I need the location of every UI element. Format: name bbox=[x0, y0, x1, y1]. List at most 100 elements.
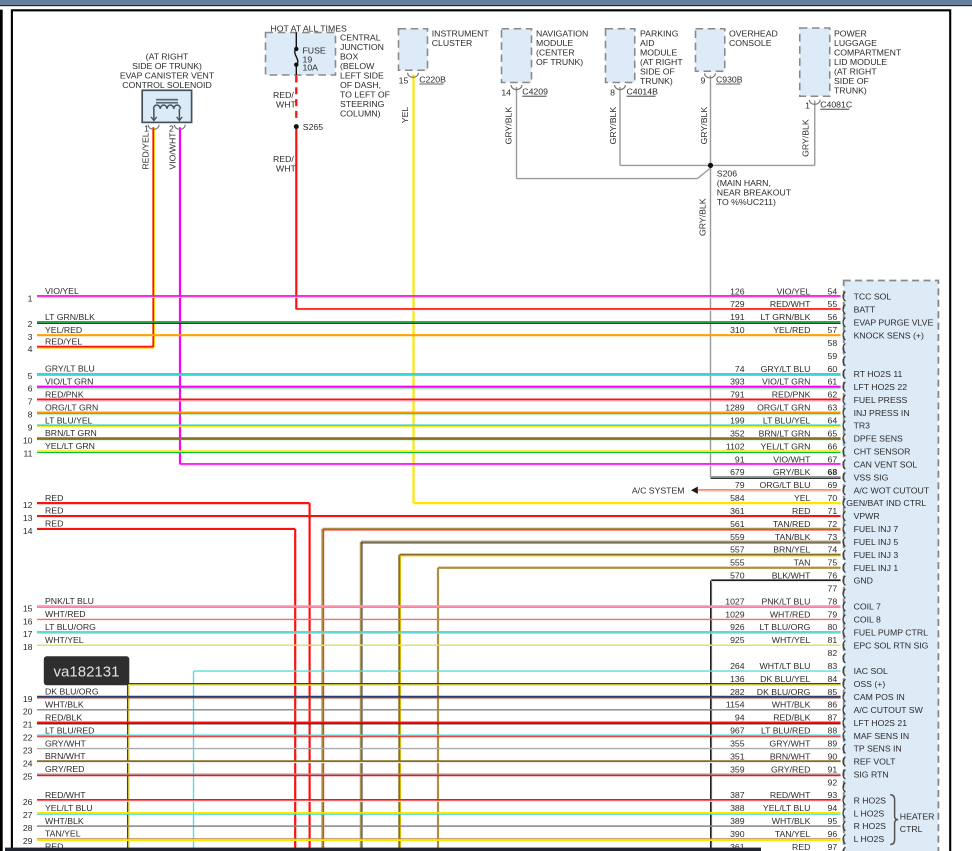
svg-text:WHT: WHT bbox=[276, 100, 296, 110]
svg-text:28: 28 bbox=[23, 823, 33, 833]
svg-text:LUGGAGE: LUGGAGE bbox=[834, 38, 877, 48]
svg-text:10: 10 bbox=[23, 435, 33, 445]
svg-text:COLUMN): COLUMN) bbox=[340, 109, 381, 119]
svg-text:310: 310 bbox=[730, 325, 745, 335]
svg-text:86: 86 bbox=[828, 700, 838, 710]
svg-text:VIO/YEL: VIO/YEL bbox=[45, 286, 79, 296]
svg-text:97: 97 bbox=[828, 842, 838, 851]
svg-text:VPWR: VPWR bbox=[854, 511, 880, 521]
svg-text:R HO2S: R HO2S bbox=[854, 795, 887, 805]
svg-text:23: 23 bbox=[23, 746, 33, 756]
svg-text:7: 7 bbox=[28, 397, 33, 407]
svg-text:A/C CUTOUT SW: A/C CUTOUT SW bbox=[854, 705, 924, 715]
svg-text:GRY/LT BLU: GRY/LT BLU bbox=[761, 364, 811, 374]
svg-text:TAN/YEL: TAN/YEL bbox=[775, 829, 811, 839]
svg-text:387: 387 bbox=[730, 790, 745, 800]
svg-text:CHT SENSOR: CHT SENSOR bbox=[854, 447, 911, 457]
svg-text:27: 27 bbox=[23, 810, 33, 820]
svg-text:355: 355 bbox=[730, 739, 745, 749]
svg-text:COIL 8: COIL 8 bbox=[854, 615, 881, 625]
svg-text:RED/: RED/ bbox=[273, 154, 294, 164]
svg-text:74: 74 bbox=[828, 545, 838, 555]
svg-text:8: 8 bbox=[28, 410, 33, 420]
svg-text:352: 352 bbox=[730, 428, 745, 438]
svg-text:COMPARTMENT: COMPARTMENT bbox=[834, 47, 902, 57]
svg-text:KNOCK SENS (+): KNOCK SENS (+) bbox=[854, 330, 924, 340]
svg-text:389: 389 bbox=[730, 816, 745, 826]
svg-text:(AT RIGHT: (AT RIGHT bbox=[640, 57, 683, 67]
svg-text:390: 390 bbox=[730, 829, 745, 839]
svg-text:GRY/BLK: GRY/BLK bbox=[503, 107, 513, 145]
svg-text:81: 81 bbox=[828, 635, 838, 645]
svg-text:1027: 1027 bbox=[725, 596, 744, 606]
svg-text:L HO2S: L HO2S bbox=[854, 808, 885, 818]
svg-text:(BELOW: (BELOW bbox=[340, 61, 375, 71]
svg-text:RED/PNK: RED/PNK bbox=[45, 389, 84, 399]
svg-text:REF VOLT: REF VOLT bbox=[854, 757, 897, 767]
svg-text:CTRL: CTRL bbox=[900, 824, 923, 834]
svg-text:59: 59 bbox=[828, 351, 838, 361]
svg-text:RED/WHT: RED/WHT bbox=[770, 299, 811, 309]
svg-text:WHT/RED: WHT/RED bbox=[45, 609, 86, 619]
svg-text:C4081C: C4081C bbox=[820, 100, 852, 110]
svg-text:6: 6 bbox=[28, 384, 33, 394]
svg-text:126: 126 bbox=[730, 286, 745, 296]
svg-text:VIO/WHT: VIO/WHT bbox=[773, 454, 811, 464]
svg-text:LEFT SIDE: LEFT SIDE bbox=[340, 71, 384, 81]
svg-text:90: 90 bbox=[828, 751, 838, 761]
svg-text:10A: 10A bbox=[303, 63, 319, 73]
svg-text:25: 25 bbox=[23, 771, 33, 781]
svg-text:15: 15 bbox=[399, 75, 409, 85]
svg-text:925: 925 bbox=[730, 635, 745, 645]
svg-text:95: 95 bbox=[828, 816, 838, 826]
svg-text:(AT RIGHT: (AT RIGHT bbox=[146, 51, 189, 61]
svg-text:74: 74 bbox=[735, 364, 745, 374]
svg-text:2: 2 bbox=[169, 124, 174, 134]
svg-text:TRUNK): TRUNK) bbox=[640, 76, 673, 86]
svg-text:RED/BLK: RED/BLK bbox=[773, 713, 810, 723]
svg-text:19: 19 bbox=[23, 694, 33, 704]
svg-text:729: 729 bbox=[730, 299, 745, 309]
svg-text:TCC SOL: TCC SOL bbox=[854, 292, 892, 302]
svg-text:FUEL INJ 1: FUEL INJ 1 bbox=[854, 563, 899, 573]
svg-text:va182131: va182131 bbox=[54, 663, 120, 680]
svg-text:L HO2S: L HO2S bbox=[854, 834, 885, 844]
svg-text:GRY/BLK: GRY/BLK bbox=[773, 467, 811, 477]
svg-text:65: 65 bbox=[828, 428, 838, 438]
svg-text:YEL: YEL bbox=[794, 493, 811, 503]
svg-text:C4209: C4209 bbox=[522, 87, 548, 97]
svg-text:56: 56 bbox=[828, 312, 838, 322]
svg-text:91: 91 bbox=[828, 764, 838, 774]
svg-text:EVAP CANISTER VENT: EVAP CANISTER VENT bbox=[120, 70, 215, 80]
svg-text:A/C WOT CUTOUT: A/C WOT CUTOUT bbox=[854, 485, 930, 495]
svg-text:FUEL INJ 3: FUEL INJ 3 bbox=[854, 550, 899, 560]
svg-text:WHT/YEL: WHT/YEL bbox=[772, 635, 811, 645]
svg-text:1289: 1289 bbox=[725, 403, 744, 413]
svg-text:RED/PNK: RED/PNK bbox=[772, 390, 811, 400]
svg-text:LT BLU/YEL: LT BLU/YEL bbox=[763, 416, 811, 426]
svg-text:TAN/YEL: TAN/YEL bbox=[45, 829, 81, 839]
svg-text:WHT/RED: WHT/RED bbox=[770, 609, 811, 619]
svg-text:69: 69 bbox=[828, 480, 838, 490]
svg-text:89: 89 bbox=[828, 739, 838, 749]
svg-text:20: 20 bbox=[23, 707, 33, 717]
svg-text:RED: RED bbox=[45, 519, 63, 529]
svg-text:LID MODULE: LID MODULE bbox=[834, 57, 887, 67]
svg-text:1: 1 bbox=[28, 293, 33, 303]
svg-text:5: 5 bbox=[28, 371, 33, 381]
svg-text:54: 54 bbox=[828, 286, 838, 296]
svg-text:11: 11 bbox=[23, 448, 32, 458]
svg-text:DK BLU/YEL: DK BLU/YEL bbox=[760, 674, 810, 684]
svg-text:BRN/WHT: BRN/WHT bbox=[770, 751, 811, 761]
svg-text:YEL/LT BLU: YEL/LT BLU bbox=[763, 803, 810, 813]
svg-text:A/C SYSTEM: A/C SYSTEM bbox=[632, 486, 685, 496]
svg-text:70: 70 bbox=[828, 493, 838, 503]
svg-text:FUSE: FUSE bbox=[303, 46, 326, 56]
svg-text:60: 60 bbox=[828, 364, 838, 374]
svg-text:64: 64 bbox=[828, 416, 838, 426]
svg-text:967: 967 bbox=[730, 726, 745, 736]
svg-text:94: 94 bbox=[735, 713, 745, 723]
svg-text:282: 282 bbox=[730, 687, 745, 697]
svg-text:TO LEFT OF: TO LEFT OF bbox=[340, 90, 390, 100]
svg-text:RED/: RED/ bbox=[273, 90, 294, 100]
